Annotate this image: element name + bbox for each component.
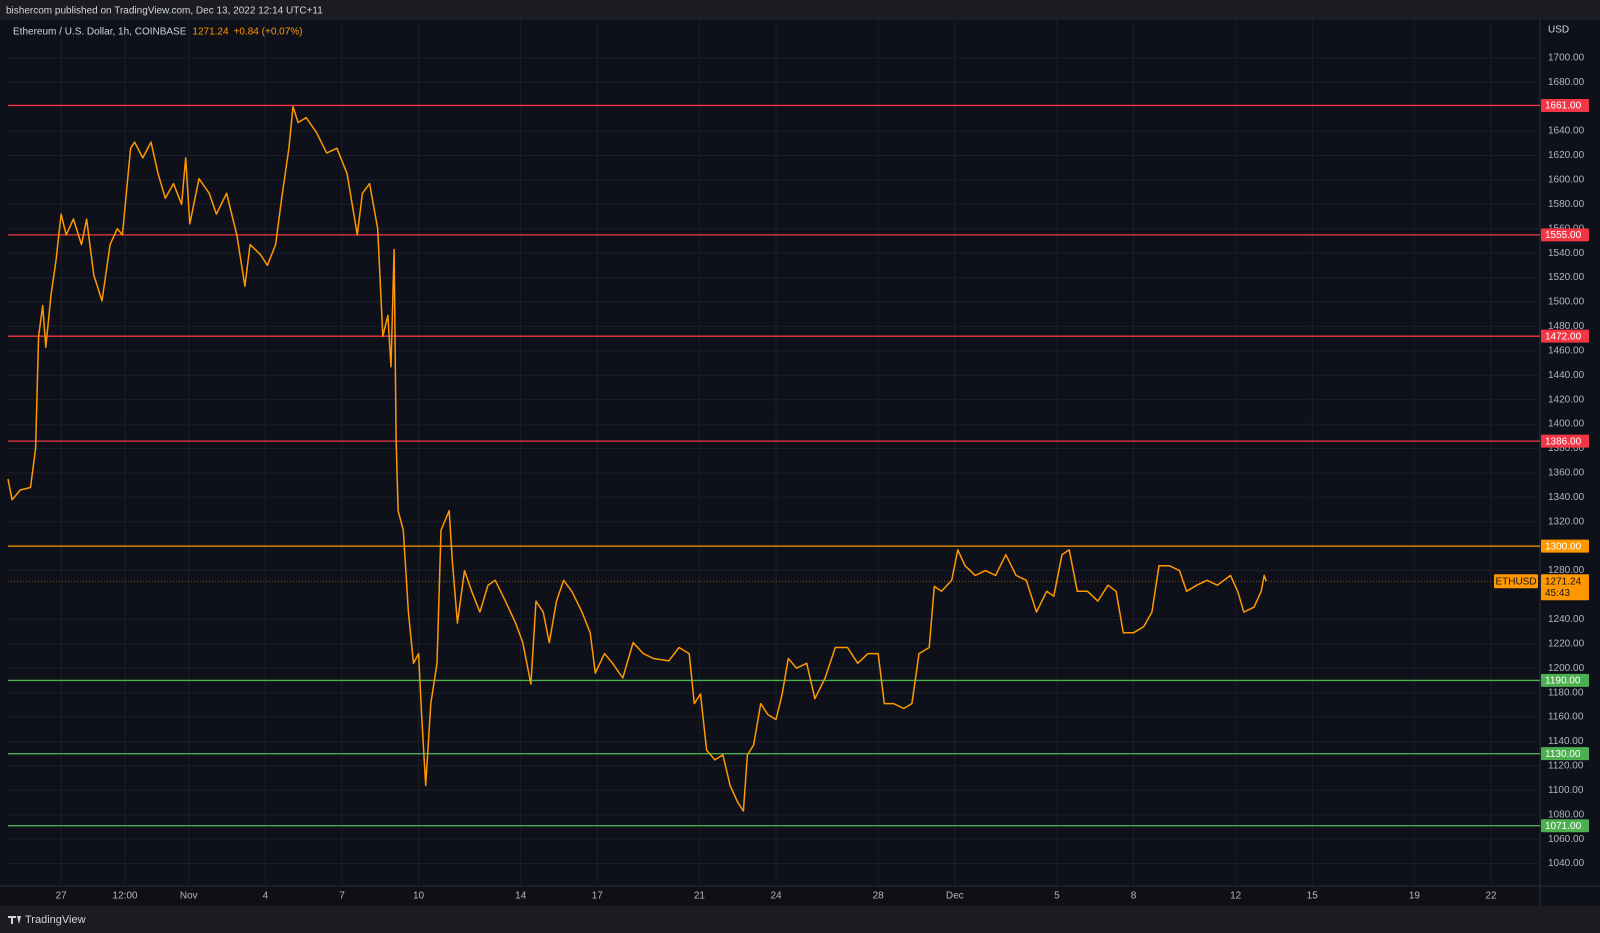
x-tick-label: 12 bbox=[1230, 891, 1242, 902]
level-label: 1386.00 bbox=[1545, 436, 1582, 447]
x-tick-label: 7 bbox=[339, 891, 345, 902]
level-label: 1130.00 bbox=[1545, 749, 1581, 760]
level-tag bbox=[1541, 539, 1589, 553]
y-tick-label: 1640.00 bbox=[1548, 126, 1585, 137]
symbol-title: Ethereum / U.S. Dollar, 1h, COINBASE bbox=[13, 27, 187, 38]
x-tick-label: 28 bbox=[873, 891, 885, 902]
y-tick-label: 1400.00 bbox=[1548, 419, 1585, 430]
y-tick-label: 1620.00 bbox=[1548, 150, 1585, 161]
y-tick-label: 1120.00 bbox=[1548, 761, 1584, 772]
level-tag bbox=[1541, 819, 1589, 833]
x-tick-label: Nov bbox=[180, 891, 198, 902]
x-tick-label: 4 bbox=[263, 891, 269, 902]
y-tick-label: 1140.00 bbox=[1548, 736, 1584, 747]
symbol-tag bbox=[1494, 574, 1538, 589]
y-tick-label: 1580.00 bbox=[1548, 199, 1585, 210]
y-tick-label: 1100.00 bbox=[1548, 785, 1584, 796]
x-tick-label: 10 bbox=[413, 891, 425, 902]
y-tick-label: 1680.00 bbox=[1548, 77, 1585, 88]
labels: 1700.00 1680.00 1640.00 1620.00 1600.00 1580.… bbox=[56, 52, 1589, 902]
x-tick-label: 14 bbox=[515, 891, 527, 902]
x-tick-label: 5 bbox=[1054, 891, 1060, 902]
y-tick-label: 1500.00 bbox=[1548, 297, 1585, 308]
x-tick-label: 19 bbox=[1409, 891, 1421, 902]
y-tick-label: 1520.00 bbox=[1548, 272, 1585, 283]
y-tick-label: 1440.00 bbox=[1548, 370, 1585, 381]
y-tick-label: 1480.00 bbox=[1548, 321, 1585, 332]
marks bbox=[7, 104, 1540, 827]
y-tick-label: 1040.00 bbox=[1548, 858, 1585, 869]
level-label: 1472.00 bbox=[1545, 331, 1582, 342]
level-label: 1555.00 bbox=[1545, 230, 1582, 241]
y-tick-label: 1200.00 bbox=[1548, 663, 1585, 674]
x-tick-label: 8 bbox=[1131, 891, 1137, 902]
price-tag bbox=[1541, 574, 1589, 601]
published-note: bishercom published on TradingView.com, … bbox=[6, 6, 323, 17]
level-tag bbox=[1541, 228, 1589, 242]
level-label: 1190.00 bbox=[1545, 676, 1581, 687]
y-tick-label: 1420.00 bbox=[1548, 394, 1585, 405]
countdown-label: 45:43 bbox=[1545, 588, 1570, 599]
y-tick-label: 1360.00 bbox=[1548, 468, 1585, 479]
y-tick-label: 1340.00 bbox=[1548, 492, 1585, 503]
y-tick-label: 1280.00 bbox=[1548, 565, 1585, 576]
x-tick-label: 15 bbox=[1307, 891, 1319, 902]
x-tick-label: 17 bbox=[592, 891, 604, 902]
currency: USD bbox=[1548, 25, 1569, 36]
brand: TradingView bbox=[25, 914, 86, 926]
x-tick-label: 12:00 bbox=[112, 891, 137, 902]
level-tag bbox=[1541, 98, 1589, 112]
price-label: 1271.24 bbox=[1545, 576, 1582, 587]
grid bbox=[8, 20, 1540, 886]
y-tick-label: 1220.00 bbox=[1548, 638, 1585, 649]
y-tick-label: 1080.00 bbox=[1548, 809, 1585, 820]
bottom-bar bbox=[0, 906, 1600, 933]
y-tick-label: 1060.00 bbox=[1548, 834, 1585, 845]
level-label: 1300.00 bbox=[1545, 541, 1582, 552]
y-tick-label: 1320.00 bbox=[1548, 516, 1585, 527]
price-line bbox=[7, 105, 1268, 812]
y-tick-label: 1240.00 bbox=[1548, 614, 1585, 625]
legend-price: 1271.24 bbox=[192, 27, 229, 38]
y-tick-label: 1540.00 bbox=[1548, 248, 1585, 259]
y-tick-label: 1160.00 bbox=[1548, 712, 1584, 723]
x-tick-label: 21 bbox=[694, 891, 706, 902]
top-bar bbox=[0, 0, 1600, 20]
level-label: 1071.00 bbox=[1545, 821, 1582, 832]
level-tag bbox=[1541, 329, 1589, 343]
symbol-label: ETHUSD bbox=[1495, 576, 1536, 587]
x-tick-label: Dec bbox=[946, 891, 964, 902]
level-tag bbox=[1541, 673, 1589, 687]
legend-change: +0.84 (+0.07%) bbox=[234, 27, 303, 38]
plot-background bbox=[0, 20, 1540, 886]
y-tick-label: 1380.00 bbox=[1548, 443, 1585, 454]
level-tag bbox=[1541, 747, 1589, 761]
x-tick-label: 27 bbox=[56, 891, 68, 902]
y-tick-label: 1180.00 bbox=[1548, 687, 1584, 698]
y-tick-label: 1600.00 bbox=[1548, 175, 1585, 186]
y-tick-label: 1700.00 bbox=[1548, 52, 1585, 63]
level-label: 1661.00 bbox=[1545, 101, 1582, 112]
level-tag bbox=[1541, 434, 1589, 448]
y-tick-label: 1460.00 bbox=[1548, 345, 1585, 356]
logo bbox=[8, 916, 21, 924]
x-tick-label: 22 bbox=[1485, 891, 1497, 902]
x-tick-label: 24 bbox=[770, 891, 782, 902]
